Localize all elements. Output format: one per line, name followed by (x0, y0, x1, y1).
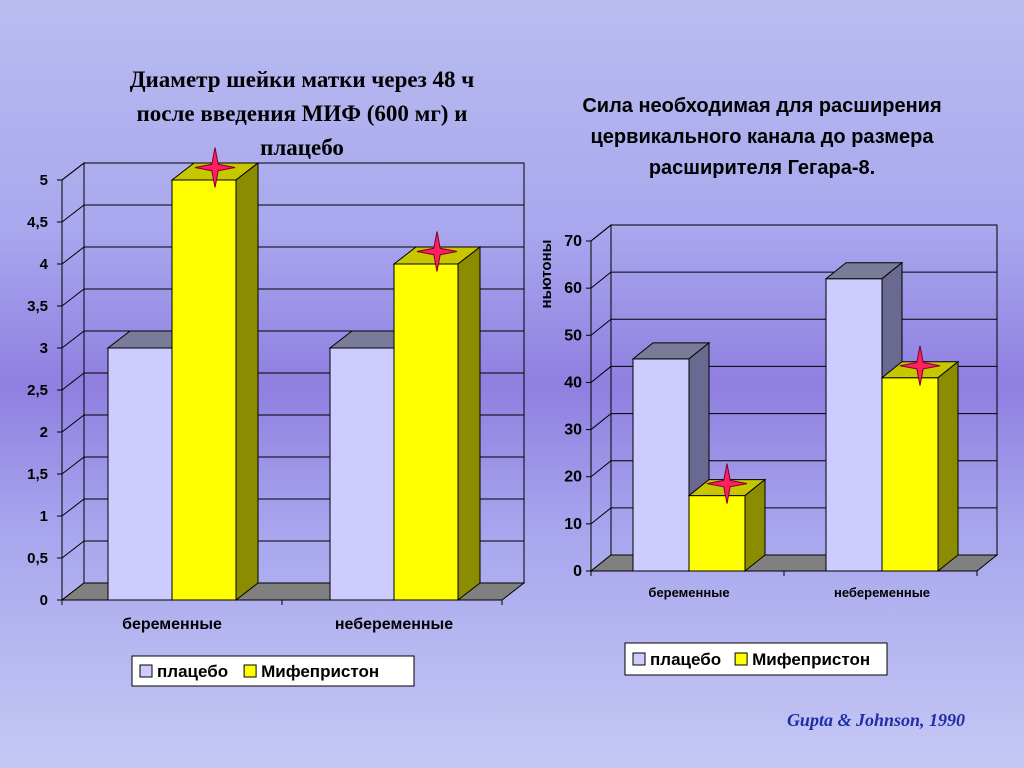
y-axis-label: ньютоны (538, 240, 555, 309)
significance-star-marker (706, 463, 748, 504)
y-tick-label: 10 (564, 516, 582, 533)
bar-front-face (632, 358, 690, 572)
y-tick-label: 40 (564, 374, 582, 391)
chart-dilation-force: Сила необходимая для расширения цервикал… (538, 95, 999, 676)
legend-box (624, 642, 888, 676)
y-tick-label: 5 (40, 172, 48, 189)
legend-swatch-placebo (632, 652, 646, 666)
bar-front-face (393, 263, 459, 601)
legend-swatch-mifepristone (734, 652, 748, 666)
bar-front-face (171, 179, 237, 601)
y-tick-label: 70 (564, 233, 582, 250)
gridline (590, 318, 997, 336)
y-tick-label: 2 (40, 424, 48, 441)
y-tick-label: 20 (564, 469, 582, 486)
bar-side-face (235, 161, 259, 602)
legend-swatch-mifepristone (243, 664, 257, 678)
category-label: небеременные (335, 616, 453, 633)
y-tick-label: 2,5 (27, 382, 48, 399)
y-tick-label: 1 (40, 508, 48, 525)
y-tick-label: 0 (40, 592, 48, 609)
chart-title-line-1: Диаметр шейки матки через 48 ч (130, 67, 475, 92)
gridline (590, 271, 997, 289)
gridline (61, 288, 524, 307)
y-tick-label: 50 (564, 327, 582, 344)
bar-side-face (744, 478, 766, 573)
legend: плацебо Мифепристон (131, 655, 415, 687)
legend-label-mifepristone: Мифепристон (261, 662, 379, 681)
y-tick-label: 60 (564, 280, 582, 297)
y-tick-label: 0,5 (27, 550, 48, 567)
gridline (61, 162, 524, 181)
chart-title-line-1: Сила необходимая для расширения (582, 95, 941, 117)
category-label: беременные (648, 585, 729, 600)
legend-label-placebo: плацебо (157, 662, 228, 681)
bar-side-face (937, 360, 959, 573)
bar-front-face (825, 278, 883, 572)
bar-front-face (107, 347, 173, 601)
category-label: беременные (122, 616, 222, 633)
chart-title: Сила необходимая для расширения цервикал… (582, 95, 941, 179)
chart-title-line-2: цервикального канала до размера (591, 126, 935, 148)
plot-area-side-wall (590, 223, 612, 573)
bar-mifepristone-nonpregnant (392, 245, 482, 602)
y-tick-label: 1,5 (27, 466, 48, 483)
legend-label-placebo: плацебо (650, 650, 721, 669)
significance-star-marker (899, 345, 941, 386)
bar-mifepristone-pregnant (170, 161, 260, 602)
bar-placebo-pregnant (631, 341, 711, 573)
bar-mifepristone-nonpregnant (880, 360, 960, 573)
gridline (61, 246, 524, 265)
legend-box (131, 655, 415, 687)
legend: плацебо Мифепристон (624, 642, 888, 676)
legend-swatch-placebo (139, 664, 153, 678)
chart-cervix-diameter: Диаметр шейки матки через 48 ч после вве… (27, 67, 526, 687)
bar-side-face (457, 245, 481, 602)
bar-front-face (329, 347, 395, 601)
y-tick-label: 4,5 (27, 214, 48, 231)
gridline (590, 224, 997, 242)
chart-title-line-3: расширителя Гегара-8. (649, 157, 875, 179)
legend-label-mifepristone: Мифепристон (752, 650, 870, 669)
chart-title-line-2: после введения МИФ (600 мг) и (137, 101, 468, 126)
bar-front-face (688, 495, 746, 572)
category-label: небеременные (834, 585, 930, 600)
citation: Gupta & Johnson, 1990 (787, 710, 965, 730)
y-tick-label: 3,5 (27, 298, 48, 315)
y-tick-label: 3 (40, 340, 48, 357)
bar-front-face (881, 377, 939, 572)
chart-title: Диаметр шейки матки через 48 ч после вве… (130, 67, 475, 160)
gridline (61, 204, 524, 223)
y-tick-label: 30 (564, 422, 582, 439)
significance-star-marker (194, 147, 236, 188)
y-tick-label: 4 (40, 256, 49, 273)
significance-star-marker (416, 231, 458, 272)
chart-title-line-3: плацебо (260, 135, 344, 160)
y-tick-label: 0 (573, 563, 582, 580)
